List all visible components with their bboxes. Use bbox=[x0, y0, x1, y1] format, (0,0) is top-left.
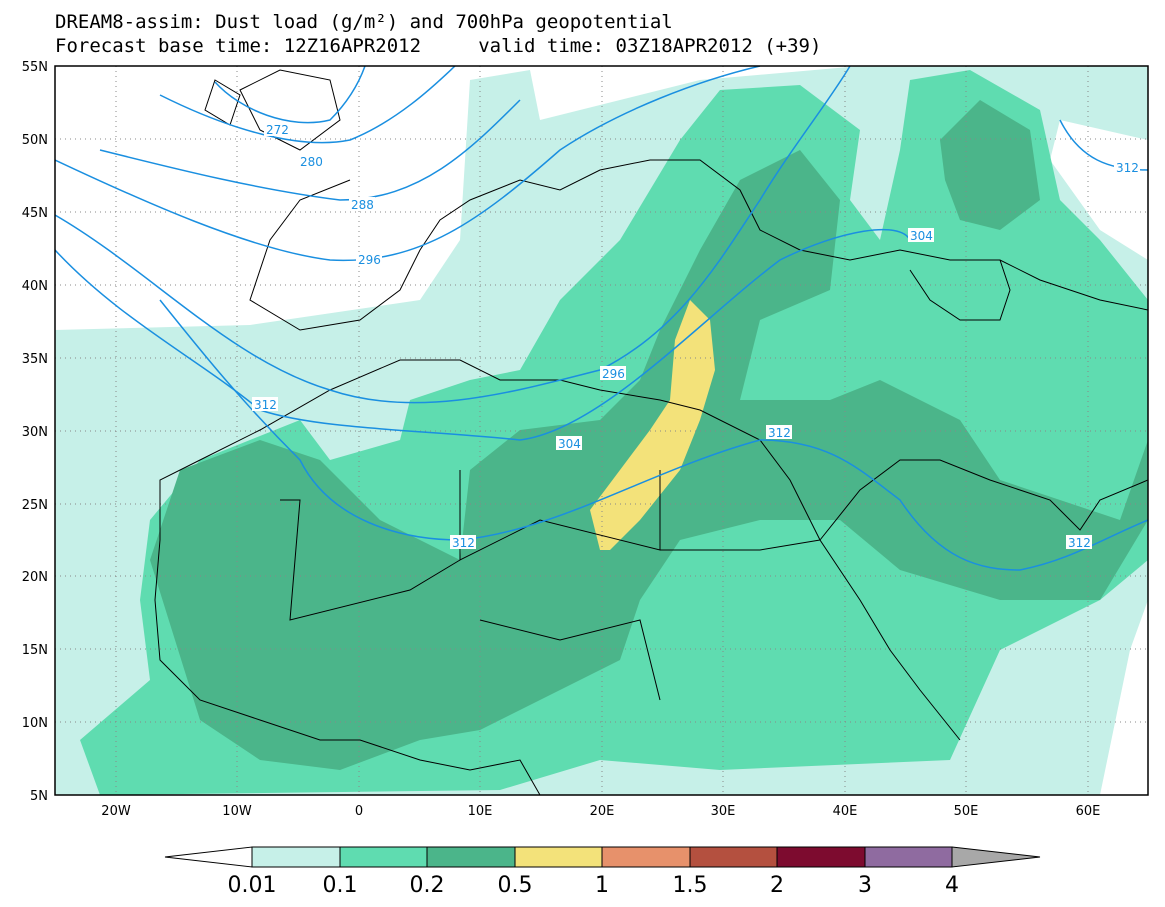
lat-label: 50N bbox=[22, 133, 48, 148]
contour-labels: 272 280 288 296 296 304 304 312 312 312 … bbox=[252, 122, 1140, 550]
contour-label-312-a: 312 bbox=[254, 398, 277, 412]
lon-label: 20W bbox=[101, 804, 131, 819]
lon-label: 10E bbox=[468, 804, 493, 819]
lon-label: 20E bbox=[590, 804, 615, 819]
contour-label-312-c: 312 bbox=[768, 426, 791, 440]
colorbar-swatch-3 bbox=[514, 846, 603, 868]
lat-label: 5N bbox=[30, 789, 48, 804]
colorbar bbox=[164, 846, 1041, 868]
contour-label-304-b: 304 bbox=[910, 229, 933, 243]
lon-label: 40E bbox=[833, 804, 858, 819]
longitude-labels: 20W 10W 0 10E 20E 30E 40E 50E 60E bbox=[101, 804, 1100, 819]
latitude-labels: 55N 50N 45N 40N 35N 30N 25N 20N 15N 10N … bbox=[22, 60, 48, 804]
colorbar-swatch-5 bbox=[689, 846, 778, 868]
lat-label: 30N bbox=[22, 425, 48, 440]
colorbar-swatch-2 bbox=[426, 846, 516, 868]
chart-subtitle: Forecast base time: 12Z16APR2012 valid t… bbox=[55, 35, 822, 57]
colorbar-label: 0.1 bbox=[323, 873, 358, 898]
lon-label: 10W bbox=[222, 804, 252, 819]
lat-label: 55N bbox=[22, 60, 48, 75]
contour-label-296-b: 296 bbox=[602, 367, 625, 381]
lon-label: 60E bbox=[1076, 804, 1101, 819]
lat-label: 40N bbox=[22, 279, 48, 294]
colorbar-label: 3 bbox=[858, 873, 872, 898]
graticule bbox=[55, 66, 1148, 795]
contour-label-280: 280 bbox=[300, 155, 323, 169]
contour-label-312-b: 312 bbox=[452, 536, 475, 550]
lat-label: 20N bbox=[22, 570, 48, 585]
colorbar-over-triangle bbox=[951, 846, 1041, 868]
colorbar-label: 2 bbox=[770, 873, 784, 898]
chart-title: DREAM8-assim: Dust load (g/m²) and 700hP… bbox=[55, 11, 673, 33]
contour-label-288: 288 bbox=[351, 198, 374, 212]
lat-label: 10N bbox=[22, 716, 48, 731]
contour-label-312-e: 312 bbox=[1116, 161, 1139, 175]
colorbar-swatch-7 bbox=[864, 846, 953, 868]
contour-label-296-a: 296 bbox=[358, 253, 381, 267]
lat-label: 35N bbox=[22, 352, 48, 367]
lat-label: 25N bbox=[22, 498, 48, 513]
plot-frame bbox=[54, 65, 1149, 796]
colorbar-label: 0.01 bbox=[228, 873, 277, 898]
lat-label: 45N bbox=[22, 206, 48, 221]
colorbar-swatch-1 bbox=[339, 846, 428, 868]
colorbar-label: 1.5 bbox=[673, 873, 708, 898]
contour-label-304-a: 304 bbox=[558, 437, 581, 451]
dust-shade-0.2-north bbox=[940, 100, 1040, 230]
colorbar-swatch-6 bbox=[776, 846, 866, 868]
colorbar-labels: 0.01 0.1 0.2 0.5 1 1.5 2 3 4 bbox=[228, 873, 959, 898]
dust-shade-0.5 bbox=[590, 300, 715, 550]
lon-label: 50E bbox=[954, 804, 979, 819]
colorbar-label: 1 bbox=[595, 873, 609, 898]
contour-label-272: 272 bbox=[266, 123, 289, 137]
colorbar-swatch-0 bbox=[251, 846, 341, 868]
colorbar-under-triangle bbox=[164, 846, 253, 868]
contour-label-312-d: 312 bbox=[1068, 536, 1091, 550]
colorbar-label: 4 bbox=[945, 873, 959, 898]
colorbar-label: 0.5 bbox=[498, 873, 533, 898]
lon-label: 0 bbox=[355, 804, 363, 819]
lon-label: 30E bbox=[711, 804, 736, 819]
coastlines bbox=[154, 69, 1148, 795]
lat-label: 15N bbox=[22, 643, 48, 658]
colorbar-swatch-4 bbox=[601, 846, 691, 868]
colorbar-label: 0.2 bbox=[410, 873, 445, 898]
